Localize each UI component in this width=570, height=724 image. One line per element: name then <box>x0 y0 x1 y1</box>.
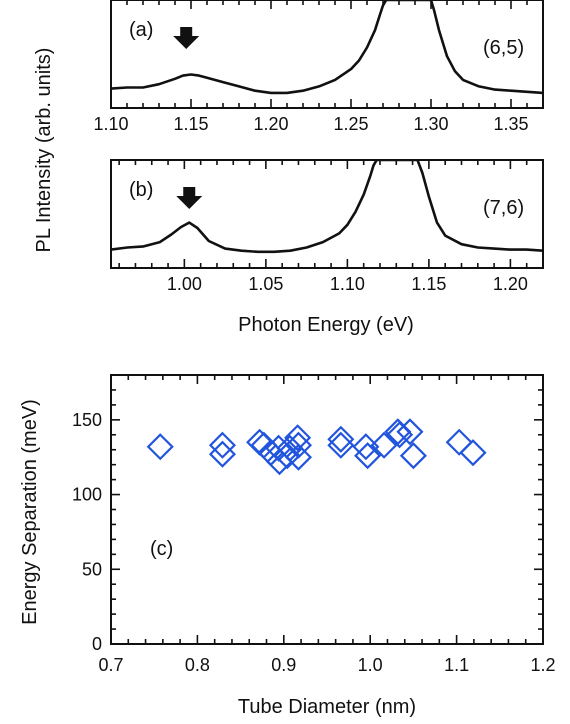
plot-frame <box>110 0 544 109</box>
panel-label: (b) <box>129 179 153 201</box>
x-tick-label: 1.10 <box>93 114 128 134</box>
data-point <box>399 442 427 470</box>
data-point <box>445 428 473 456</box>
x-tick-label: 1.15 <box>173 114 208 134</box>
down-arrow-icon <box>173 27 200 49</box>
x-tick-label: 0.7 <box>98 655 123 675</box>
spectrum-panel-a: 1.10 1.15 1.20 1.25 1.30 1.35 (a) (6,5) <box>93 0 544 134</box>
data-point <box>396 418 424 446</box>
chirality-label: (7,6) <box>483 197 524 219</box>
data-point <box>284 443 313 471</box>
x-tick-label: 1.25 <box>333 114 368 134</box>
spectrum-line <box>111 160 543 254</box>
data-point <box>327 431 355 459</box>
y-tick-label: 0 <box>92 634 102 654</box>
data-point <box>459 439 487 467</box>
spectrum-line <box>111 0 543 95</box>
x-tick-label: 1.15 <box>411 274 446 294</box>
x-tick-label: 1.1 <box>444 655 469 675</box>
energy-separation-axis-title: Energy Separation (meV) <box>19 399 41 625</box>
scatter-panel-c: 0.7 0.8 0.9 1.0 1.1 1.2 0 50 100 150 (c) <box>72 374 556 675</box>
data-point <box>370 431 398 459</box>
x-tick-label: 1.10 <box>330 274 365 294</box>
x-tick-label: 1.2 <box>530 655 555 675</box>
plot-frame <box>110 159 544 269</box>
photon-energy-axis-title: Photon Energy (eV) <box>238 314 414 336</box>
data-point <box>284 431 313 459</box>
x-tick-label: 1.20 <box>493 274 528 294</box>
data-point <box>354 442 382 470</box>
down-arrow-icon <box>176 187 203 209</box>
x-tick-label: 0.8 <box>185 655 210 675</box>
data-point <box>327 425 355 453</box>
plot-frame <box>110 374 544 645</box>
data-point <box>146 433 174 461</box>
panel-label: (a) <box>129 19 153 41</box>
x-tick-label: 1.05 <box>248 274 283 294</box>
x-tick-label: 1.0 <box>358 655 383 675</box>
spectrum-panel-b: 1.00 1.05 1.10 1.15 1.20 (b) (7,6) <box>110 159 544 294</box>
y-tick-label: 150 <box>72 410 102 430</box>
x-tick-label: 1.00 <box>167 274 202 294</box>
chirality-label: (6,5) <box>483 37 524 59</box>
x-tick-label: 1.30 <box>413 114 448 134</box>
data-point <box>386 421 414 449</box>
y-tick-label: 100 <box>72 485 102 505</box>
spectra-y-axis-title: PL Intensity (arb. units) <box>33 48 55 253</box>
x-tick-label: 0.9 <box>271 655 296 675</box>
x-tick-label: 1.35 <box>493 114 528 134</box>
data-point <box>208 440 237 468</box>
tube-diameter-axis-title: Tube Diameter (nm) <box>238 696 416 718</box>
y-tick-label: 50 <box>82 559 102 579</box>
data-point <box>273 442 301 470</box>
data-point <box>284 424 312 452</box>
x-tick-label: 1.20 <box>253 114 288 134</box>
data-point <box>208 431 237 459</box>
panel-label: (c) <box>150 538 173 560</box>
